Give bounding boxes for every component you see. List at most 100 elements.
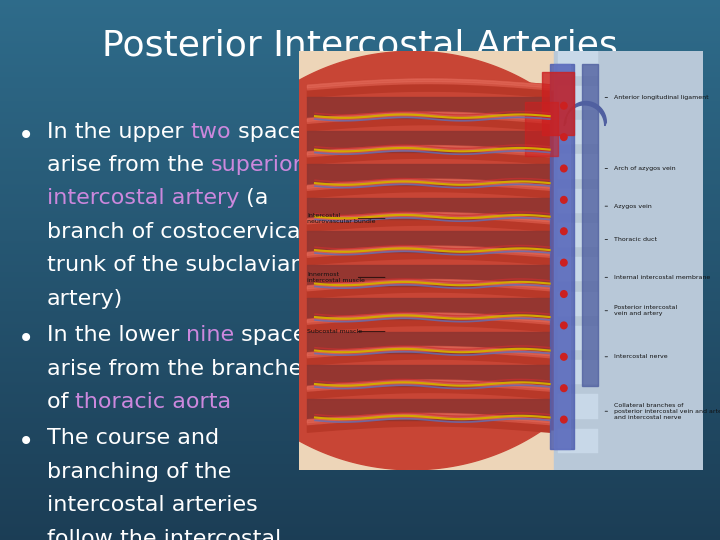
Bar: [0, 204, 720, 205]
Bar: [0, 142, 720, 144]
Bar: [0, 232, 720, 234]
Bar: [0, 394, 720, 396]
Bar: [558, 257, 598, 281]
Bar: [0, 157, 720, 158]
Bar: [0, 243, 720, 245]
Bar: [0, 452, 720, 454]
Bar: [0, 268, 720, 270]
Text: •: •: [18, 325, 35, 353]
Bar: [0, 421, 720, 423]
Bar: [0, 131, 720, 133]
Bar: [0, 358, 720, 360]
Bar: [0, 439, 720, 441]
Bar: [0, 34, 720, 36]
Polygon shape: [299, 51, 554, 470]
Bar: [0, 317, 720, 319]
Polygon shape: [526, 102, 558, 156]
Bar: [0, 400, 720, 401]
Bar: [0, 274, 720, 275]
Bar: [0, 513, 720, 515]
Bar: [0, 380, 720, 382]
Bar: [0, 86, 720, 88]
Bar: [0, 5, 720, 7]
Bar: [0, 74, 720, 76]
Bar: [0, 378, 720, 380]
Bar: [0, 420, 720, 421]
Bar: [0, 502, 720, 504]
Bar: [0, 457, 720, 459]
Bar: [0, 286, 720, 288]
Bar: [0, 90, 720, 92]
Text: Thoracic duct: Thoracic duct: [614, 237, 657, 242]
Bar: [0, 180, 720, 182]
Bar: [0, 347, 720, 349]
Bar: [0, 355, 720, 356]
Bar: [0, 221, 720, 223]
Bar: [0, 482, 720, 484]
Bar: [0, 20, 720, 22]
Bar: [0, 335, 720, 336]
Bar: [0, 385, 720, 387]
Bar: [0, 196, 720, 198]
Bar: [0, 369, 720, 371]
Bar: [0, 501, 720, 502]
Bar: [0, 130, 720, 131]
Bar: [0, 160, 720, 162]
Bar: [0, 275, 720, 277]
Bar: [0, 468, 720, 470]
Text: trunk of the subclavian: trunk of the subclavian: [47, 255, 305, 275]
Text: nine: nine: [186, 325, 235, 345]
Bar: [0, 387, 720, 389]
Bar: [0, 225, 720, 227]
Bar: [0, 410, 720, 412]
Bar: [0, 189, 720, 191]
Bar: [0, 515, 720, 517]
Circle shape: [561, 103, 567, 109]
Bar: [0, 319, 720, 320]
Bar: [0, 31, 720, 32]
Text: (a: (a: [239, 188, 269, 208]
Bar: [0, 479, 720, 481]
Bar: [0, 209, 720, 211]
Bar: [0, 150, 720, 151]
Bar: [0, 126, 720, 128]
Bar: [0, 155, 720, 157]
Bar: [0, 97, 720, 99]
Bar: [0, 0, 720, 2]
Bar: [0, 353, 720, 355]
Bar: [0, 328, 720, 329]
Bar: [0, 393, 720, 394]
Bar: [0, 185, 720, 187]
Bar: [0, 16, 720, 18]
Bar: [0, 45, 720, 47]
Bar: [0, 464, 720, 466]
Bar: [0, 133, 720, 135]
Bar: [0, 349, 720, 351]
Bar: [0, 117, 720, 119]
Bar: [0, 216, 720, 218]
Bar: [0, 403, 720, 405]
Bar: [0, 474, 720, 475]
Bar: [558, 86, 598, 110]
Bar: [0, 178, 720, 180]
Text: spaces,: spaces,: [235, 325, 325, 345]
Bar: [0, 412, 720, 414]
Circle shape: [561, 197, 567, 203]
Bar: [0, 101, 720, 103]
Bar: [0, 140, 720, 142]
Bar: [0, 450, 720, 452]
Bar: [558, 188, 598, 213]
Bar: [0, 113, 720, 115]
Bar: [0, 52, 720, 54]
Bar: [0, 147, 720, 150]
Bar: [0, 398, 720, 400]
Bar: [0, 153, 720, 155]
Bar: [0, 115, 720, 117]
Bar: [0, 293, 720, 295]
Bar: [0, 288, 720, 290]
Bar: [0, 493, 720, 495]
Bar: [0, 498, 720, 501]
Bar: [0, 167, 720, 169]
Bar: [0, 383, 720, 385]
Bar: [0, 320, 720, 322]
